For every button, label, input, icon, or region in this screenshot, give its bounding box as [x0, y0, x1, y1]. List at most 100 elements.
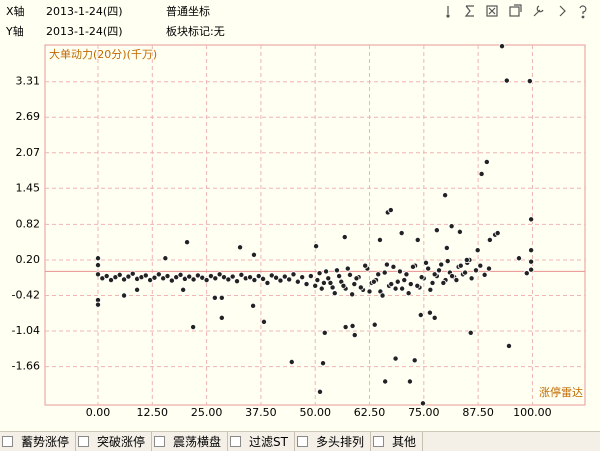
- filter-tab[interactable]: 突破涨停: [76, 432, 153, 451]
- point: [467, 329, 474, 336]
- point: [218, 314, 225, 321]
- point: [151, 274, 158, 281]
- checkbox[interactable]: [154, 436, 166, 447]
- point: [351, 332, 358, 339]
- point: [440, 279, 447, 286]
- point: [323, 268, 330, 275]
- point: [336, 273, 343, 280]
- tool-sigma[interactable]: [464, 5, 474, 17]
- point: [398, 230, 405, 237]
- point: [486, 236, 493, 243]
- point: [142, 272, 149, 279]
- checkbox[interactable]: [373, 436, 385, 447]
- x-tick-label: 87.50: [462, 406, 494, 419]
- point: [260, 275, 267, 282]
- point: [95, 255, 102, 262]
- point: [409, 263, 416, 270]
- checkbox[interactable]: [230, 436, 242, 447]
- point: [401, 277, 408, 284]
- point: [247, 274, 254, 281]
- x-tick-label: 25.00: [191, 406, 223, 419]
- tool-pin[interactable]: [446, 6, 450, 18]
- x-mode: 普通坐标: [166, 4, 210, 18]
- point: [425, 265, 432, 272]
- point: [333, 267, 340, 274]
- y-tick-label: 0.82: [16, 217, 41, 230]
- point: [418, 274, 425, 281]
- point: [444, 258, 451, 265]
- checkbox[interactable]: [297, 436, 308, 447]
- point: [95, 301, 102, 308]
- point: [237, 244, 244, 251]
- filter-tab[interactable]: 多头排列: [295, 432, 372, 451]
- tool-help[interactable]: [579, 5, 587, 19]
- point: [255, 273, 262, 280]
- point: [250, 251, 257, 258]
- y-tick-label: 2.07: [16, 146, 41, 159]
- point: [438, 261, 445, 268]
- point: [184, 239, 191, 246]
- checkbox[interactable]: [2, 436, 13, 447]
- point: [396, 268, 403, 275]
- point: [211, 294, 218, 301]
- point: [299, 274, 306, 281]
- x-axis-label: 涨停雷达: [539, 385, 583, 399]
- point: [462, 269, 469, 276]
- point: [442, 192, 449, 199]
- point: [362, 262, 369, 269]
- tool-settings[interactable]: [533, 5, 544, 17]
- point: [344, 265, 351, 272]
- point: [481, 271, 488, 278]
- y-mode: 板块标记:无: [166, 24, 225, 38]
- point: [321, 329, 328, 336]
- tool-close[interactable]: [486, 5, 498, 17]
- point: [341, 234, 348, 241]
- point: [95, 262, 102, 269]
- point: [216, 271, 223, 278]
- filter-tab[interactable]: 蓄势涨停: [0, 432, 77, 451]
- point: [108, 277, 115, 284]
- tab-label: 震荡横盘: [173, 435, 222, 449]
- point: [419, 400, 426, 407]
- y-tick-label: -0.42: [12, 289, 40, 302]
- tool-next[interactable]: [559, 5, 566, 17]
- point: [505, 342, 512, 349]
- filter-tab[interactable]: 震荡横盘: [152, 432, 229, 451]
- point: [177, 271, 184, 278]
- point: [392, 355, 399, 362]
- point: [313, 243, 320, 250]
- point: [303, 281, 310, 288]
- point: [417, 311, 424, 318]
- point: [528, 258, 535, 265]
- point: [218, 294, 225, 301]
- point: [121, 276, 128, 283]
- plot-area: [44, 44, 586, 406]
- point: [121, 292, 128, 299]
- point: [390, 263, 397, 270]
- point: [526, 78, 533, 85]
- point: [431, 271, 438, 278]
- point: [523, 270, 530, 277]
- point: [528, 216, 535, 223]
- point: [463, 256, 470, 263]
- point: [331, 290, 338, 297]
- point: [314, 277, 321, 284]
- point: [190, 324, 197, 331]
- filter-tab[interactable]: 过滤ST: [228, 432, 295, 451]
- point: [273, 274, 280, 281]
- point: [203, 277, 210, 284]
- y-tick-label: 0.20: [16, 253, 41, 266]
- point: [95, 271, 102, 278]
- point: [353, 275, 360, 282]
- point: [381, 269, 388, 276]
- point: [116, 271, 123, 278]
- point: [379, 292, 386, 299]
- point: [286, 276, 293, 283]
- y-axis-label: 大单动力(20分)(千万): [49, 47, 157, 61]
- point: [366, 288, 373, 295]
- filter-tab[interactable]: 其他: [371, 432, 424, 451]
- tool-restore[interactable]: [509, 4, 522, 17]
- point: [392, 285, 399, 292]
- checkbox[interactable]: [78, 436, 90, 447]
